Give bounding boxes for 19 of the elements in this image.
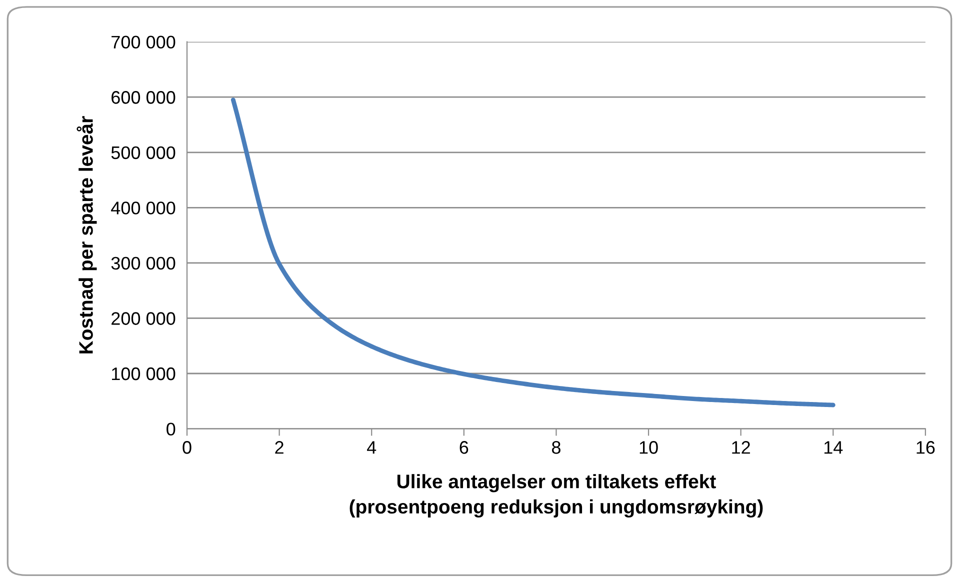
- x-tick-label: 0: [182, 441, 192, 454]
- y-tick-label: 0: [166, 422, 176, 436]
- x-tick-label: 2: [275, 441, 284, 454]
- y-tick-label: 300 000: [111, 256, 176, 270]
- x-tick-label: 8: [552, 441, 560, 454]
- y-tick-label: 200 000: [112, 312, 176, 325]
- y-tick-label: 400 000: [111, 202, 176, 214]
- x-tick-label: 10: [640, 441, 658, 454]
- x-tick-label: 14: [824, 441, 843, 454]
- y-tick-label: 700 000: [112, 36, 176, 49]
- y-tick-label: 600 000: [112, 91, 176, 104]
- x-axis-title: Ulike antagelser om tiltakets effekt (prosentpoeng reduksjon i ungdomsrøyking): [350, 474, 763, 518]
- x-tick-label: 16: [916, 441, 935, 454]
- y-tick-label: 500 000: [111, 146, 176, 160]
- x-tick-label: 12: [732, 441, 750, 454]
- y-axis-title: Kostnad per sparte leveår: [76, 116, 97, 354]
- x-tick-label: 6: [460, 441, 468, 454]
- x-tick-label: 4: [367, 441, 376, 454]
- y-tick-label: 100 000: [112, 367, 176, 380]
